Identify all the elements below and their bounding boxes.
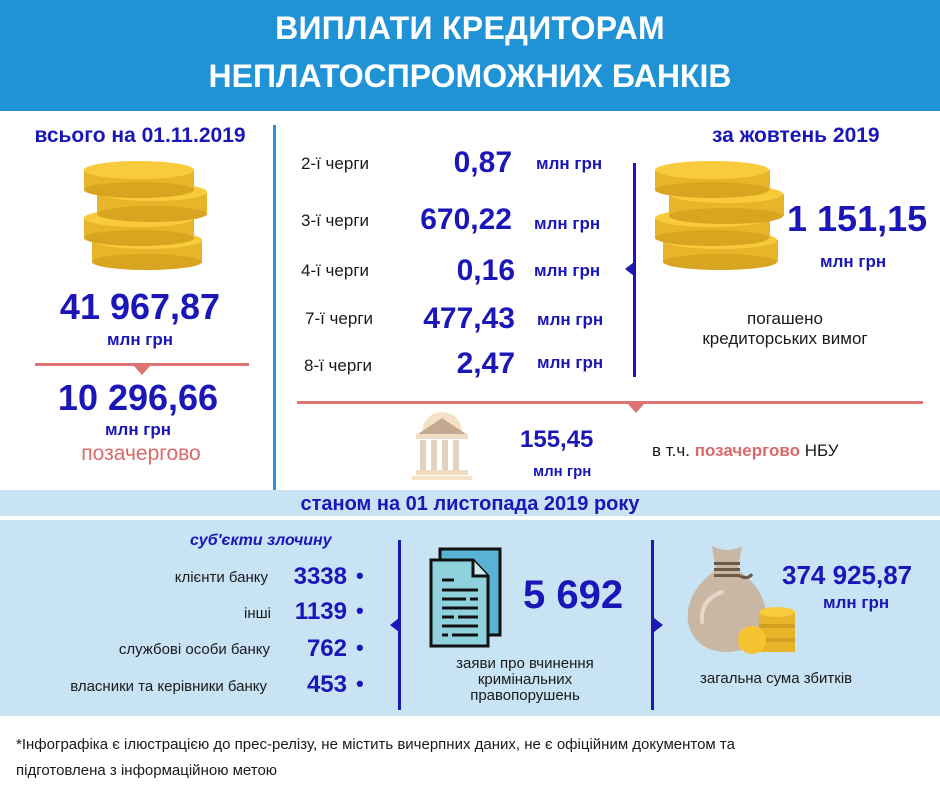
claims-caption-3: правопорушень — [470, 687, 580, 704]
bracket-line — [633, 163, 636, 377]
subject-value: 453 — [306, 671, 347, 698]
bullet-icon: • — [356, 598, 364, 623]
claims-caption-1: заяви про вчинення — [456, 655, 594, 672]
queue-unit: млн грн — [537, 310, 604, 329]
subject-value: 1139 — [294, 598, 347, 625]
october-heading: за жовтень 2019 — [712, 124, 880, 147]
october-amount: 1 151,15 — [787, 198, 928, 239]
nbu-caption-prefix: в т.ч. — [652, 441, 690, 460]
priority-amount: 10 296,66 — [57, 377, 219, 418]
bracket-pointer — [390, 618, 399, 632]
queue-unit: млн грн — [536, 154, 603, 173]
money-bag-icon — [687, 546, 795, 654]
queue-label: 2-ї черги — [301, 154, 370, 173]
bracket-pointer — [654, 618, 663, 632]
nbu-unit: млн грн — [533, 463, 592, 480]
bullet-icon: • — [356, 671, 364, 696]
subjects-heading: суб'єкти злочину — [190, 532, 332, 549]
coin-stack-icon — [655, 161, 784, 270]
nbu-caption: в т.ч. позачергово НБУ — [652, 441, 839, 461]
claims-count: 5 692 — [523, 573, 624, 617]
coin-stack-icon — [84, 161, 207, 270]
losses-amount: 374 925,87 — [782, 560, 913, 590]
header-banner: ВИПЛАТИ КРЕДИТОРАМ НЕПЛАТОСПРОМОЖНИХ БАН… — [0, 0, 940, 111]
queue-value: 2,47 — [456, 347, 515, 380]
queue-value: 670,22 — [420, 203, 512, 236]
divider — [297, 401, 923, 404]
claims-caption: заяви про вчинення кримінальних правопор… — [415, 656, 635, 704]
october-caption-1: погашено — [747, 309, 823, 328]
priority-unit: млн грн — [104, 420, 172, 439]
queue-unit: млн грн — [534, 214, 601, 233]
queue-unit: млн грн — [537, 353, 604, 372]
bracket-line — [651, 540, 654, 710]
queue-label: 4-ї черги — [301, 261, 370, 280]
footnote-line-1: *Інфографіка є ілюстрацією до прес-реліз… — [16, 736, 735, 753]
total-heading: всього на 01.11.2019 — [34, 124, 246, 147]
divider-pointer — [134, 366, 150, 375]
losses-unit: млн грн — [823, 593, 890, 612]
queue-label: 7-ї черги — [305, 309, 374, 328]
footnote-line-2: підготовлена з інформаційною метою — [16, 762, 278, 779]
priority-label: позачергово — [81, 442, 201, 465]
bullet-icon: • — [356, 635, 364, 660]
status-title-bar — [0, 490, 940, 520]
column-divider — [273, 125, 276, 490]
divider-pointer — [628, 404, 644, 413]
october-caption-2: кредиторських вимог — [702, 329, 868, 348]
subject-label: інші — [244, 605, 271, 622]
claims-caption-2: кримінальних — [477, 671, 573, 688]
nbu-caption-highlight: позачергово — [694, 441, 800, 460]
queue-label: 3-ї черги — [301, 211, 370, 230]
subject-label: службові особи банку — [118, 641, 270, 658]
subject-label: клієнти банку — [174, 569, 268, 586]
bank-building-icon — [412, 412, 472, 480]
subject-label: власники та керівники банку — [70, 678, 267, 695]
queue-value: 0,87 — [453, 146, 512, 179]
divider — [35, 363, 249, 366]
nbu-amount: 155,45 — [520, 426, 594, 453]
october-unit: млн грн — [820, 252, 887, 271]
losses-caption: загальна сума збитків — [700, 670, 853, 687]
queue-label: 8-ї черги — [304, 356, 373, 375]
subject-value: 3338 — [293, 563, 347, 590]
title-line-2: НЕПЛАТОСПРОМОЖНИХ БАНКІВ — [208, 58, 732, 94]
queue-value: 0,16 — [456, 254, 515, 287]
bullet-icon: • — [356, 563, 364, 588]
bracket-pointer — [625, 262, 634, 276]
queue-value: 477,43 — [423, 302, 515, 335]
subject-value: 762 — [306, 635, 347, 662]
status-title: станом на 01 листопада 2019 року — [300, 493, 640, 515]
total-unit: млн грн — [106, 330, 174, 349]
total-amount: 41 967,87 — [59, 286, 221, 327]
nbu-caption-suffix: НБУ — [804, 441, 839, 460]
bracket-line — [398, 540, 401, 710]
queue-unit: млн грн — [534, 261, 601, 280]
documents-icon — [429, 547, 502, 648]
title-line-1: ВИПЛАТИ КРЕДИТОРАМ — [275, 10, 665, 46]
